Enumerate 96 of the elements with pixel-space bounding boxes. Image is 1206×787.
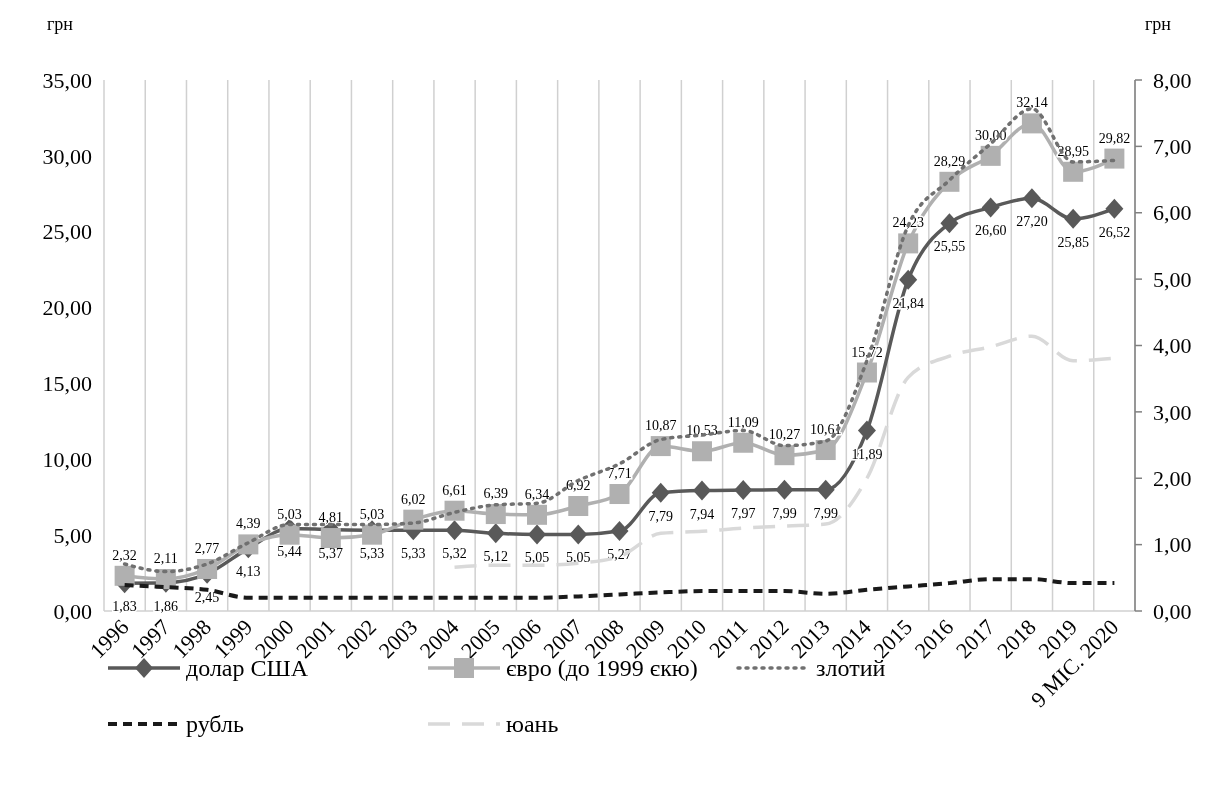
data-label: 5,05	[524, 550, 550, 566]
data-label: 2,45	[194, 589, 220, 605]
point	[114, 565, 135, 586]
data-label: 4,81	[318, 510, 344, 526]
point	[774, 445, 795, 466]
data-label: 6,34	[524, 486, 550, 502]
data-label: 4,39	[236, 516, 261, 532]
data-label: 5,03	[277, 506, 302, 522]
data-label: 5,33	[359, 546, 385, 562]
data-label: 1,83	[112, 599, 137, 615]
y-tick-label: 35,00	[42, 67, 92, 93]
point	[486, 523, 505, 544]
legend-label: рубль	[186, 711, 244, 738]
point	[815, 440, 836, 461]
data-label: 2,32	[112, 547, 137, 563]
point	[733, 432, 754, 453]
point	[445, 520, 464, 541]
y2-tick-label: 2,00	[1153, 465, 1192, 491]
point	[1064, 208, 1083, 229]
data-label: 32,14	[1016, 95, 1048, 111]
point	[610, 521, 629, 542]
point	[1021, 113, 1042, 134]
data-label: 29,82	[1098, 130, 1131, 146]
point	[816, 479, 835, 500]
point	[981, 197, 1000, 218]
y2-tick-label: 7,00	[1153, 134, 1192, 160]
point	[1063, 161, 1084, 182]
y-tick-label: 0,00	[53, 598, 92, 624]
y2-tick-label: 0,00	[1153, 598, 1192, 624]
data-label: 2,11	[153, 550, 178, 566]
point	[940, 213, 959, 234]
y2-tick-label: 3,00	[1153, 399, 1192, 425]
point	[775, 479, 794, 500]
point	[734, 480, 753, 501]
point	[279, 524, 300, 545]
y2-axis-title: грн	[1144, 14, 1172, 34]
y-tick-label: 15,00	[42, 371, 92, 397]
point	[1104, 148, 1125, 169]
point	[980, 145, 1001, 166]
y2-tick-label: 6,00	[1153, 200, 1192, 226]
data-label: 5,12	[483, 549, 509, 565]
data-label: 28,95	[1057, 143, 1089, 159]
point	[403, 509, 424, 530]
point	[651, 482, 670, 503]
data-label: 26,60	[974, 223, 1007, 239]
data-label: 25,85	[1057, 234, 1089, 250]
data-label: 7,99	[772, 505, 797, 521]
y-tick-label: 20,00	[42, 295, 92, 321]
legend-label: юань	[506, 711, 559, 738]
point	[320, 528, 341, 549]
point	[692, 480, 711, 501]
data-label: 25,55	[933, 239, 966, 255]
data-label: 7,94	[689, 506, 715, 522]
data-label: 2,77	[194, 540, 220, 556]
data-label: 5,03	[359, 506, 385, 522]
point	[485, 504, 506, 525]
point	[1105, 198, 1124, 219]
point	[528, 524, 547, 545]
data-label: 4,13	[236, 564, 261, 580]
point	[1022, 188, 1041, 209]
y-axis-title: грн	[46, 14, 74, 34]
data-label: 5,37	[318, 545, 344, 561]
point	[362, 524, 383, 545]
data-label: 1,86	[153, 598, 179, 614]
y-tick-label: 25,00	[42, 219, 92, 245]
point	[856, 362, 877, 383]
data-label: 7,97	[730, 506, 756, 522]
point	[569, 524, 588, 545]
data-label: 27,20	[1016, 214, 1048, 230]
data-label: 10,27	[768, 427, 801, 443]
y2-tick-label: 8,00	[1153, 67, 1192, 93]
data-label: 5,32	[442, 546, 467, 562]
data-label: 6,02	[401, 491, 426, 507]
data-label: 5,44	[277, 544, 302, 560]
data-label: 5,05	[566, 550, 591, 566]
y-tick-label: 10,00	[42, 446, 92, 472]
point	[609, 484, 630, 505]
data-label: 6,39	[483, 486, 509, 502]
point	[527, 504, 548, 525]
y2-tick-label: 5,00	[1153, 266, 1192, 292]
data-label: 6,61	[442, 482, 467, 498]
data-label: 11,09	[727, 414, 759, 430]
data-label: 26,52	[1098, 224, 1131, 240]
y-tick-label: 5,00	[53, 522, 92, 548]
point	[899, 269, 918, 290]
data-label: 5,33	[401, 546, 426, 562]
data-label: 28,29	[933, 153, 966, 169]
data-label: 7,99	[813, 505, 838, 521]
data-label: 10,87	[644, 418, 677, 434]
data-label: 7,79	[648, 508, 673, 524]
y2-tick-label: 1,00	[1153, 532, 1192, 558]
point	[691, 441, 712, 462]
y-tick-label: 30,00	[42, 143, 92, 169]
point	[857, 420, 876, 441]
point	[568, 496, 589, 517]
y2-tick-label: 4,00	[1153, 333, 1192, 359]
